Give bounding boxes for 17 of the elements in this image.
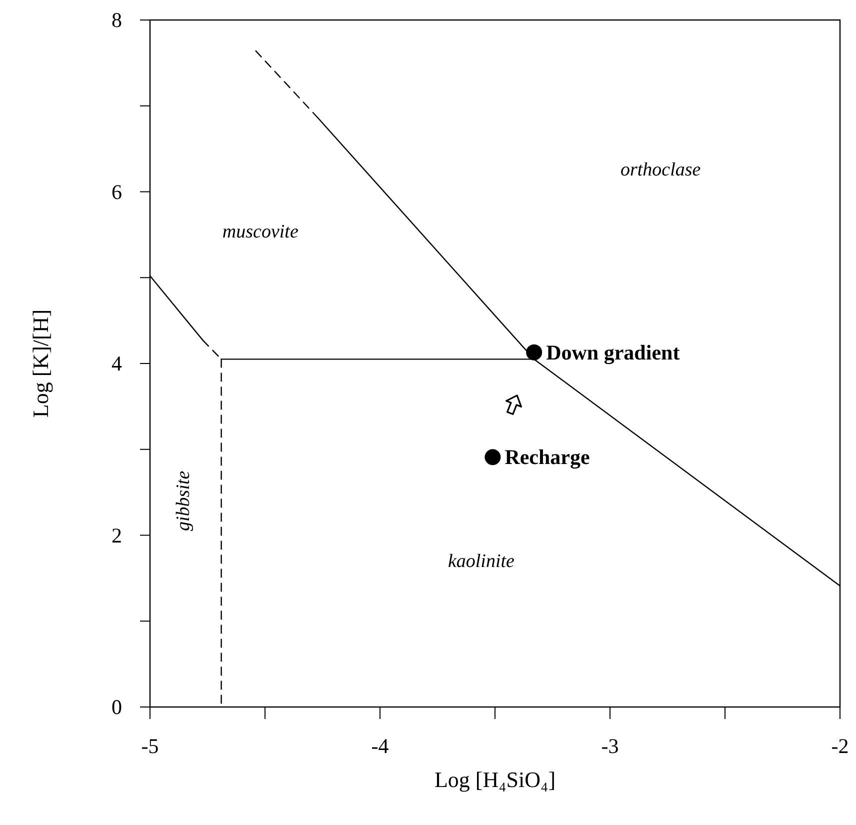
series-label: Down gradient xyxy=(546,340,680,364)
series-label: Recharge xyxy=(504,445,590,470)
x-tick-label: -4 xyxy=(371,734,390,758)
annotation: kaolinite xyxy=(448,551,514,572)
y-tick-label: 4 xyxy=(112,352,122,376)
x-tick-label: -3 xyxy=(601,734,619,758)
y-tick-label: 0 xyxy=(112,695,122,719)
annotation: orthoclase xyxy=(620,160,701,180)
x-axis-title: Log [H₄SiO₄] xyxy=(434,767,556,792)
y-tick-label: 6 xyxy=(112,180,122,204)
annotation: muscovite xyxy=(222,221,298,242)
annotation: gibbsite xyxy=(172,470,194,531)
y-axis-title: Log [K]/[H] xyxy=(28,309,53,418)
x-tick-label: -5 xyxy=(141,734,159,758)
y-tick-label: 2 xyxy=(112,523,122,548)
x-tick-label: -2 xyxy=(831,734,849,758)
y-tick-label: 8 xyxy=(112,8,122,32)
